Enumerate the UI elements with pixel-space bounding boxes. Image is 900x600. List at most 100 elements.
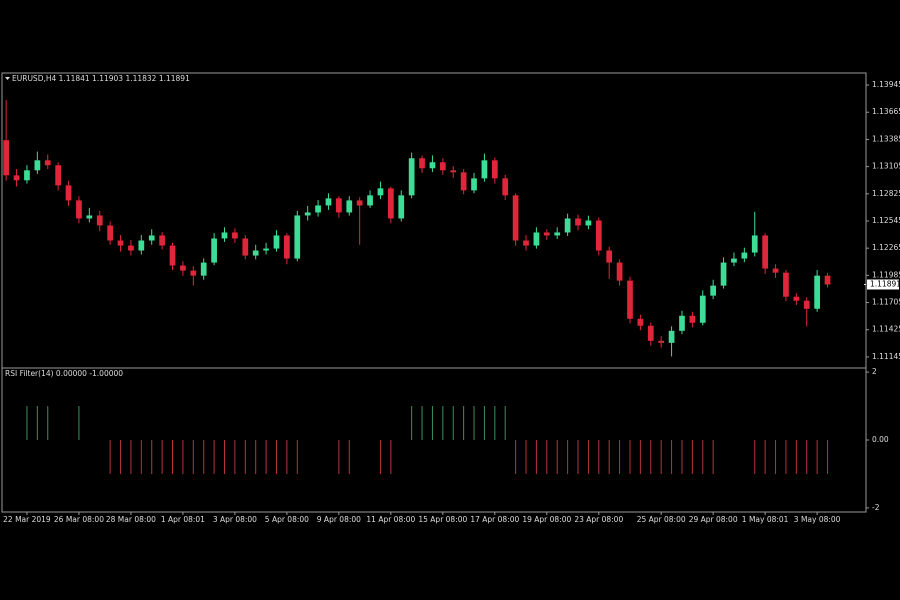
candle-body (315, 205, 321, 213)
candle-body (731, 258, 737, 263)
y-tick-label: 1.11145 (872, 352, 900, 361)
candle-body (221, 232, 228, 239)
candle-body (647, 325, 654, 341)
candle-body (148, 235, 155, 241)
x-tick-label: 28 Mar 08:00 (106, 515, 156, 524)
candle-body (689, 315, 696, 323)
x-tick-label: 23 Apr 08:00 (574, 515, 623, 524)
y-tick-label: 1.13105 (872, 162, 900, 171)
candle-body (502, 178, 509, 196)
candle-body (325, 198, 332, 206)
candle-body (585, 220, 592, 226)
candle-body (450, 170, 457, 173)
candle-body (793, 296, 800, 301)
candle-body (523, 240, 529, 246)
y-tick-label: -2 (872, 503, 880, 512)
candle-body (575, 218, 581, 226)
candle-body (252, 250, 259, 256)
candle-body (481, 160, 488, 179)
candle-body (803, 300, 810, 309)
candle-body (491, 160, 498, 179)
y-tick-label: 2 (872, 367, 877, 376)
y-tick-label: 1.11425 (872, 325, 900, 334)
x-tick-label: 15 Apr 08:00 (418, 515, 467, 524)
candle-body (159, 235, 165, 246)
y-tick-label: 1.11985 (872, 270, 900, 279)
candle-body (627, 280, 633, 319)
candle-body (242, 238, 249, 256)
candle-body (200, 262, 207, 276)
candle-body (533, 232, 540, 246)
y-tick-label: 1.12265 (872, 243, 900, 252)
candle-body (117, 240, 124, 246)
x-tick-label: 29 Apr 08:00 (689, 515, 738, 524)
candle-body (180, 265, 186, 271)
candle-body (471, 178, 477, 191)
candle-body (96, 215, 103, 226)
x-tick-label: 26 Mar 08:00 (54, 515, 104, 524)
x-tick-label: 1 Apr 08:01 (161, 515, 205, 524)
candle-body (190, 270, 197, 276)
last-price-box (867, 279, 899, 290)
y-tick-label: 1.13945 (872, 80, 900, 89)
candle-body (408, 158, 415, 196)
x-tick-label: 9 Apr 08:00 (317, 515, 361, 524)
candle-body (762, 235, 769, 269)
x-tick-label: 17 Apr 08:00 (470, 515, 519, 524)
y-tick-label: 1.12545 (872, 216, 900, 225)
candle-body (543, 232, 550, 236)
candle-body (564, 218, 571, 233)
candle-body (263, 248, 269, 251)
candle-body (824, 275, 831, 285)
indicator-title: RSI Filter(14) 0.00000 -1.00000 (5, 369, 123, 378)
candle-body (658, 340, 665, 343)
candle-body (24, 170, 30, 181)
candle-body (439, 162, 446, 171)
candle-body (107, 225, 113, 241)
x-tick-label: 11 Apr 08:00 (366, 515, 415, 524)
candle-body (679, 315, 685, 331)
candle-body (595, 220, 602, 251)
x-tick-label: 5 Apr 08:00 (265, 515, 309, 524)
candle-body (304, 212, 311, 216)
candle-body (128, 245, 134, 251)
y-tick-label: 1.12825 (872, 189, 900, 198)
candle-body (13, 175, 20, 181)
candle-body (710, 285, 717, 296)
candle-body (336, 198, 342, 213)
candle-body (356, 200, 363, 206)
candle-body (606, 250, 613, 263)
candle-body (377, 188, 384, 196)
x-tick-label: 19 Apr 08:00 (522, 515, 571, 524)
candle-body (751, 235, 758, 253)
candle-body (616, 262, 623, 281)
candle-body (387, 188, 394, 219)
candle-body (273, 235, 280, 249)
candle-body (460, 172, 467, 191)
x-tick-label: 1 May 08:01 (742, 515, 789, 524)
candle-body (429, 162, 436, 169)
candle-body (346, 200, 353, 213)
symbol-header: EURUSD,H4 1.11841 1.11903 1.11832 1.1189… (12, 74, 190, 83)
y-tick-label: 1.13385 (872, 134, 900, 143)
candle-body (232, 232, 238, 239)
x-tick-label: 25 Apr 08:00 (637, 515, 686, 524)
candle-body (65, 185, 72, 201)
candle-body (772, 268, 779, 273)
y-tick-label: 1.13665 (872, 107, 900, 116)
candle-body (554, 232, 561, 236)
candle-body (284, 235, 290, 259)
candle-body (169, 245, 176, 266)
menu-arrow[interactable] (5, 77, 10, 80)
x-tick-label: 22 Mar 2019 (3, 515, 51, 524)
candle-body (86, 215, 93, 219)
candle-body (668, 330, 675, 343)
candle-body (3, 140, 10, 176)
candle-body (294, 215, 301, 259)
candle-body (512, 195, 519, 241)
x-tick-label: 3 May 08:00 (794, 515, 841, 524)
x-tick-label: 3 Apr 08:00 (213, 515, 257, 524)
candle-body (783, 272, 789, 297)
